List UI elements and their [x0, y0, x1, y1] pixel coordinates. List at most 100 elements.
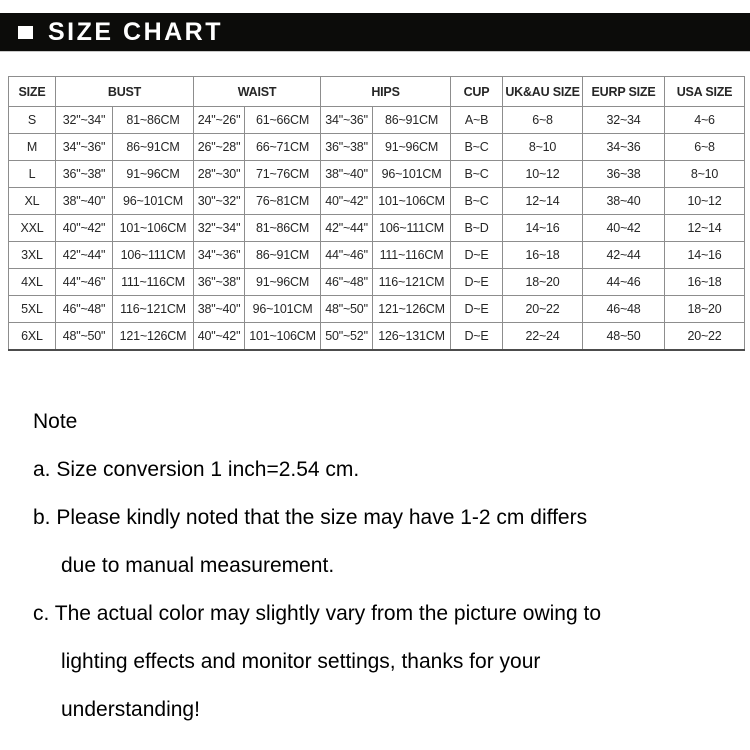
measurement-cell: 36"~38" [55, 160, 113, 188]
note-title: Note [33, 410, 78, 433]
measurement-cell: 121~126CM [372, 295, 452, 323]
measurement-cell: 16~18 [664, 268, 746, 296]
note-line: b. Please kindly noted that the size may… [33, 506, 588, 529]
measurement-cell: 86~91CM [372, 106, 452, 134]
size-label-cell: M [8, 133, 56, 161]
measurement-cell: 28"~30" [193, 160, 246, 188]
measurement-cell: B~C [450, 187, 504, 215]
measurement-cell: 32~34 [582, 106, 666, 134]
measurement-cell: 32"~34" [55, 106, 113, 134]
measurement-cell: 30"~32" [193, 187, 246, 215]
table-row: XL 38"~40" 96~101CM 30"~32" 76~81CM 40"~42" 10… [8, 187, 746, 215]
size-label-cell: 6XL [8, 322, 56, 351]
title-bar: SIZE CHART [0, 13, 750, 52]
measurement-cell: 44"~46" [55, 268, 113, 296]
measurement-cell: 34"~36" [55, 133, 113, 161]
column-header-bust: BUST [54, 76, 195, 107]
note-line: understanding! [61, 698, 200, 721]
measurement-cell: 4~6 [664, 106, 746, 134]
measurement-cell: 76~81CM [244, 187, 322, 215]
size-label-cell: 4XL [8, 268, 56, 296]
size-chart-table: SIZE BUST WAIST HIPS CUP UK&AU SIZE EURP… [8, 76, 746, 351]
measurement-cell: 96~101CM [244, 295, 322, 323]
measurement-cell: 24"~26" [193, 106, 246, 134]
measurement-cell: D~E [450, 268, 504, 296]
measurement-cell: 12~14 [664, 214, 746, 242]
measurement-cell: 46"~48" [55, 295, 113, 323]
measurement-cell: 8~10 [502, 133, 584, 161]
measurement-cell: 36"~38" [320, 133, 374, 161]
measurement-cell: 12~14 [502, 187, 584, 215]
measurement-cell: 38"~40" [193, 295, 246, 323]
measurement-cell: 42~44 [582, 241, 666, 269]
measurement-cell: 48"~50" [55, 322, 113, 351]
measurement-cell: 111~116CM [372, 241, 452, 269]
measurement-cell: 96~101CM [372, 160, 452, 188]
measurement-cell: 32"~34" [193, 214, 246, 242]
measurement-cell: 34~36 [582, 133, 666, 161]
column-header-ukau-size: UK&AU SIZE [502, 76, 584, 107]
measurement-cell: 20~22 [664, 322, 746, 351]
measurement-cell: 101~106CM [372, 187, 452, 215]
measurement-cell: 116~121CM [111, 295, 195, 323]
column-header-size: SIZE [8, 76, 56, 107]
page-title: SIZE CHART [48, 17, 223, 46]
note-section: Note a. Size conversion 1 inch=2.54 cm. b… [33, 398, 733, 734]
measurement-cell: 6~8 [502, 106, 584, 134]
measurement-cell: 86~91CM [111, 133, 195, 161]
size-label-cell: L [8, 160, 56, 188]
measurement-cell: 34"~36" [320, 106, 374, 134]
measurement-cell: 36~38 [582, 160, 666, 188]
measurement-cell: 46"~48" [320, 268, 374, 296]
measurement-cell: 91~96CM [244, 268, 322, 296]
measurement-cell: 16~18 [502, 241, 584, 269]
measurement-cell: 40~42 [582, 214, 666, 242]
size-label-cell: S [8, 106, 56, 134]
measurement-cell: 44~46 [582, 268, 666, 296]
measurement-cell: 50"~52" [320, 322, 374, 351]
note-line: due to manual measurement. [61, 554, 335, 577]
size-label-cell: XL [8, 187, 56, 215]
measurement-cell: D~E [450, 241, 504, 269]
measurement-cell: 66~71CM [244, 133, 322, 161]
measurement-cell: 71~76CM [244, 160, 322, 188]
measurement-cell: 101~106CM [244, 322, 322, 351]
measurement-cell: 91~96CM [372, 133, 452, 161]
white-square-bullet-icon [18, 25, 33, 39]
measurement-cell: 18~20 [502, 268, 584, 296]
measurement-cell: 61~66CM [244, 106, 322, 134]
measurement-cell: 48~50 [582, 322, 666, 351]
measurement-cell: B~C [450, 160, 504, 188]
measurement-cell: 91~96CM [111, 160, 195, 188]
measurement-cell: 42"~44" [320, 214, 374, 242]
measurement-cell: A~B [450, 106, 504, 134]
column-header-cup: CUP [450, 76, 504, 107]
column-header-hips: HIPS [320, 76, 452, 107]
measurement-cell: 116~121CM [372, 268, 452, 296]
note-line: c. The actual color may slightly vary fr… [33, 602, 602, 625]
measurement-cell: B~D [450, 214, 504, 242]
measurement-cell: 96~101CM [111, 187, 195, 215]
measurement-cell: D~E [450, 322, 504, 351]
measurement-cell: 36"~38" [193, 268, 246, 296]
measurement-cell: 20~22 [502, 295, 584, 323]
column-header-usa-size: USA SIZE [664, 76, 746, 107]
measurement-cell: 126~131CM [372, 322, 452, 351]
measurement-cell: 14~16 [664, 241, 746, 269]
size-label-cell: XXL [8, 214, 56, 242]
table-row: 4XL 44"~46" 111~116CM 36"~38" 91~96CM 46"~48"… [8, 268, 746, 296]
measurement-cell: 101~106CM [111, 214, 195, 242]
measurement-cell: 106~111CM [372, 214, 452, 242]
measurement-cell: 106~111CM [111, 241, 195, 269]
measurement-cell: 40"~42" [193, 322, 246, 351]
table-row: L 36"~38" 91~96CM 28"~30" 71~76CM 38"~40" 96~1… [8, 160, 746, 188]
measurement-cell: 111~116CM [111, 268, 195, 296]
size-label-cell: 5XL [8, 295, 56, 323]
size-table-body: S 32"~34" 81~86CM 24"~26" 61~66CM 34"~36" 86~9… [8, 106, 746, 351]
measurement-cell: 42"~44" [55, 241, 113, 269]
measurement-cell: 40"~42" [320, 187, 374, 215]
measurement-cell: 86~91CM [244, 241, 322, 269]
measurement-cell: 81~86CM [244, 214, 322, 242]
measurement-cell: D~E [450, 295, 504, 323]
table-row: 3XL 42"~44" 106~111CM 34"~36" 86~91CM 44"~46"… [8, 241, 746, 269]
